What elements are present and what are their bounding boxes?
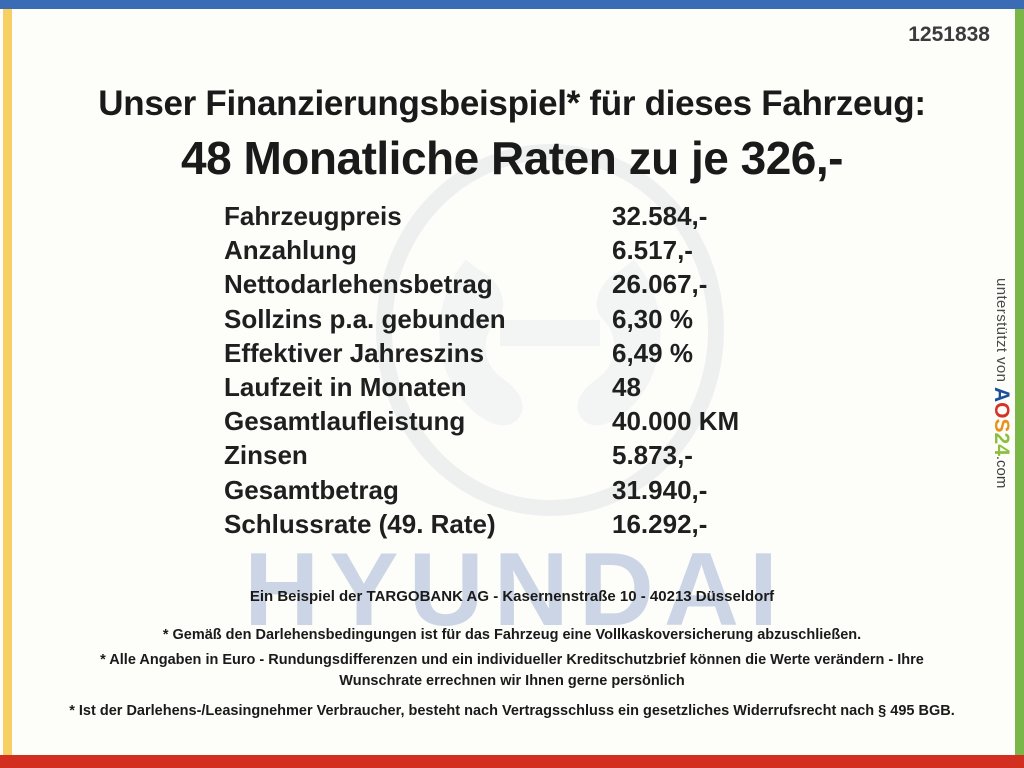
bottom-accent-band bbox=[0, 755, 1024, 768]
sponsor-prefix: unterstützt von bbox=[993, 278, 1010, 383]
row-value: 16.292,- bbox=[612, 508, 708, 539]
row-label: Schlussrate (49. Rate) bbox=[224, 508, 496, 539]
row-label: Sollzins p.a. gebunden bbox=[224, 303, 506, 334]
row-label: Gesamtlaufleistung bbox=[224, 406, 466, 437]
page-title-line1: Unser Finanzierungsbeispiel* für dieses … bbox=[98, 84, 926, 123]
footnote-currency: * Alle Angaben in Euro - Rundungsdiffere… bbox=[100, 652, 924, 689]
row-value: 40.000 KM bbox=[612, 406, 740, 437]
aos24-letter-a: A bbox=[990, 386, 1013, 403]
table-row: Schlussrate (49. Rate) 16.292,- bbox=[224, 509, 784, 543]
table-row: Nettodarlehensbetrag 26.067,- bbox=[224, 269, 784, 303]
financing-table: Fahrzeugpreis 32.584,- Anzahlung 6.517,-… bbox=[224, 201, 784, 543]
table-row: Effektiver Jahreszins 6,49 % bbox=[224, 338, 784, 372]
row-value: 6,49 % bbox=[612, 337, 693, 368]
row-label: Gesamtbetrag bbox=[224, 474, 399, 505]
sponsor-strip: unterstützt von AOS24.com bbox=[989, 278, 1013, 578]
row-value: 32.584,- bbox=[612, 201, 708, 231]
footnote-withdrawal: * Ist der Darlehens-/Leasingnehmer Verbr… bbox=[69, 703, 955, 719]
top-accent-band bbox=[0, 0, 1024, 9]
right-accent-band bbox=[1015, 9, 1024, 755]
table-row: Gesamtlaufleistung 40.000 KM bbox=[224, 406, 784, 440]
row-value: 6.517,- bbox=[612, 235, 693, 266]
table-row: Anzahlung 6.517,- bbox=[224, 235, 784, 269]
reference-number: 1251838 bbox=[908, 23, 990, 46]
table-row: Laufzeit in Monaten 48 bbox=[224, 372, 784, 406]
row-label: Anzahlung bbox=[224, 235, 357, 266]
row-value: 26.067,- bbox=[612, 269, 708, 300]
aos24-number: 24 bbox=[990, 432, 1013, 456]
row-label: Nettodarlehensbetrag bbox=[224, 269, 493, 300]
row-value: 48 bbox=[612, 371, 641, 402]
aos24-logo: AOS24.com bbox=[990, 387, 1013, 488]
row-value: 6,30 % bbox=[612, 303, 693, 334]
aos24-letter-s: S bbox=[990, 418, 1013, 433]
row-label: Fahrzeugpreis bbox=[224, 201, 402, 231]
row-label: Zinsen bbox=[224, 440, 308, 471]
table-row: Zinsen 5.873,- bbox=[224, 440, 784, 474]
row-label: Effektiver Jahreszins bbox=[224, 337, 485, 368]
table-row: Sollzins p.a. gebunden 6,30 % bbox=[224, 304, 784, 338]
aos24-tld: .com bbox=[993, 455, 1010, 489]
row-value: 5.873,- bbox=[612, 440, 693, 471]
aos24-letter-o: O bbox=[990, 402, 1013, 419]
table-row: Fahrzeugpreis 32.584,- bbox=[224, 201, 784, 235]
page-title-line2: 48 Monatliche Raten zu je 326,- bbox=[181, 132, 843, 184]
left-accent-band bbox=[3, 9, 12, 755]
bank-disclaimer: Ein Beispiel der TARGOBANK AG - Kasernen… bbox=[249, 588, 775, 605]
footnote-insurance: * Gemäß den Darlehensbedingungen ist für… bbox=[162, 627, 862, 643]
row-value: 31.940,- bbox=[612, 474, 708, 505]
row-label: Laufzeit in Monaten bbox=[224, 371, 467, 402]
table-row: Gesamtbetrag 31.940,- bbox=[224, 475, 784, 509]
